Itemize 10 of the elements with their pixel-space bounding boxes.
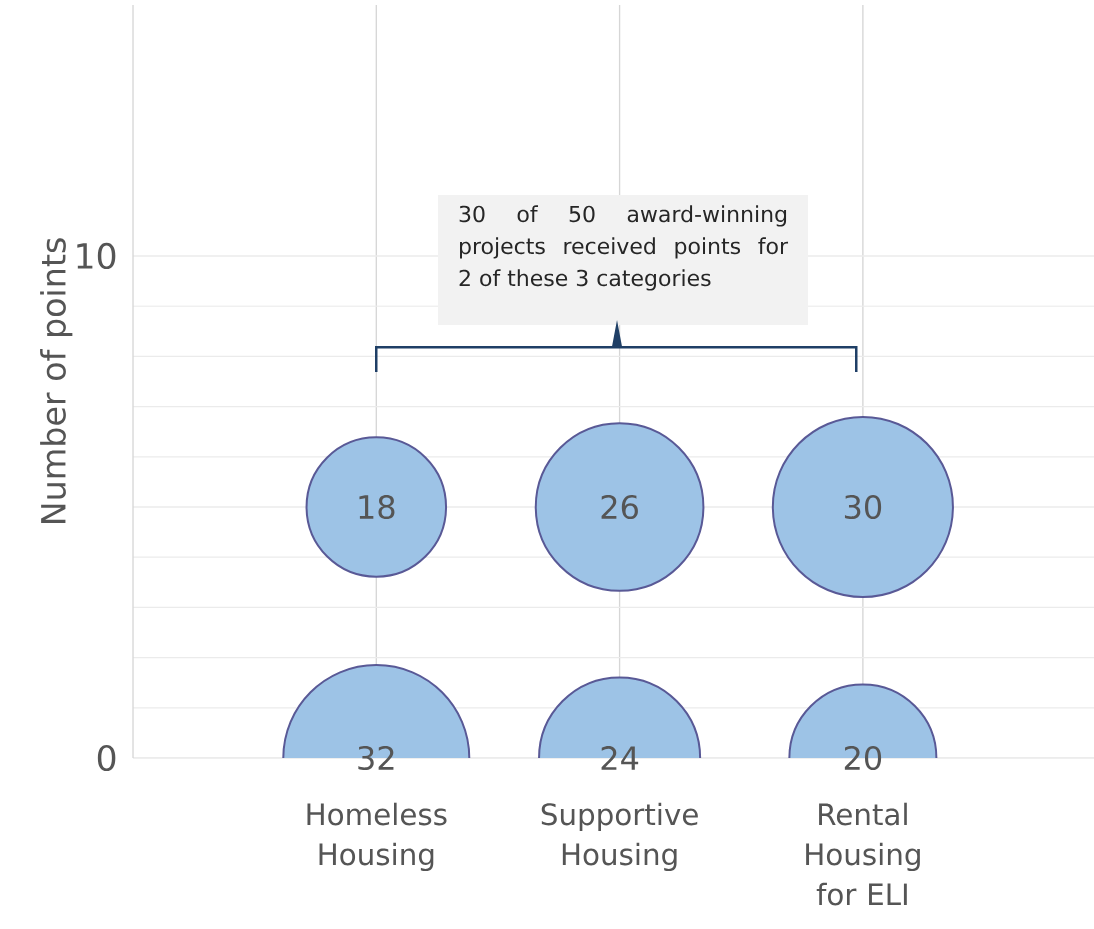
- y-tick-label: 0: [97, 744, 116, 772]
- y-axis-title: Number of points: [40, 238, 73, 524]
- x-tick-label: Rental Housing for ELI: [806, 802, 920, 906]
- data-label: 30: [844, 494, 882, 520]
- data-label: 26: [601, 494, 638, 520]
- y-tick-label: 10: [77, 242, 116, 270]
- data-label: 18: [359, 494, 395, 520]
- x-tick-label: Homeless Housing: [307, 802, 447, 872]
- x-tick-label: Supportive Housing: [541, 802, 698, 872]
- annotation: 30 of 50 award-winning projects received points for 2 of these 3 categories: [459, 205, 789, 291]
